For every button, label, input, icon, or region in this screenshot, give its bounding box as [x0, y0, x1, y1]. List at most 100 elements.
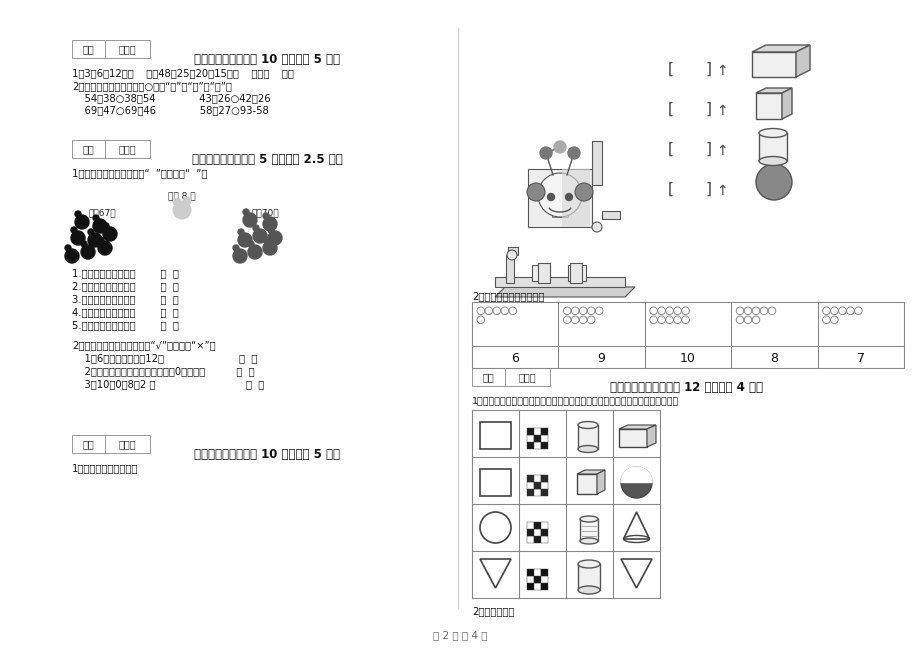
Bar	[72, 140, 150, 158]
Text: ]: ]	[705, 62, 711, 77]
Text: 54＋38○38＋54              43－26○42－26: 54＋38○38＋54 43－26○42－26	[72, 93, 270, 103]
Bar	[528, 169, 591, 227]
Bar	[540, 442, 548, 449]
Circle shape	[103, 223, 108, 229]
Text: 1、3、6、12、（    ）、48；25、20、15、（    ）、（    ）。: 1、3、6、12、（ ）、48；25、20、15、（ ）、（ ）。	[72, 68, 293, 78]
Bar	[494, 277, 624, 287]
Polygon shape	[576, 470, 605, 474]
Text: [: [	[667, 182, 674, 197]
Bar	[540, 428, 548, 435]
Bar	[576, 474, 596, 494]
Circle shape	[267, 231, 282, 245]
Bar	[570, 263, 582, 283]
Text: 2、看图写数。: 2、看图写数。	[471, 606, 514, 616]
Bar	[505, 255, 514, 283]
Polygon shape	[646, 425, 655, 447]
Circle shape	[248, 245, 262, 259]
Bar	[527, 489, 533, 496]
Circle shape	[263, 241, 277, 255]
Bar	[527, 435, 533, 442]
Circle shape	[233, 245, 239, 251]
Bar	[540, 583, 548, 590]
Bar	[533, 536, 540, 543]
Polygon shape	[755, 88, 791, 93]
Polygon shape	[494, 287, 634, 297]
Circle shape	[238, 233, 252, 247]
Text: 得分: 得分	[482, 372, 494, 382]
Text: 四、选一选（本题八 10 分，每题 5 分）: 四、选一选（本题八 10 分，每题 5 分）	[194, 53, 340, 66]
Bar	[751, 52, 795, 77]
Bar	[533, 576, 540, 583]
Circle shape	[267, 227, 274, 233]
Bar	[577, 564, 599, 590]
Text: 8: 8	[769, 352, 777, 365]
Circle shape	[81, 245, 95, 259]
Bar	[758, 133, 786, 161]
Bar	[538, 263, 550, 283]
Bar	[471, 368, 550, 386]
Bar	[540, 489, 548, 496]
Text: 白兔 8 只: 白兔 8 只	[168, 191, 196, 200]
Circle shape	[88, 233, 102, 247]
Circle shape	[620, 467, 652, 498]
Ellipse shape	[758, 129, 786, 138]
Text: 七、看图说话（本题八 12 分，每题 4 分）: 七、看图说话（本题八 12 分，每题 4 分）	[610, 381, 763, 394]
Text: 六、数一数（本题八 10 分，每题 5 分）: 六、数一数（本题八 10 分，每题 5 分）	[194, 448, 340, 461]
Bar	[540, 435, 548, 442]
Circle shape	[263, 213, 268, 219]
Circle shape	[263, 217, 277, 231]
Text: ↑: ↑	[715, 104, 727, 118]
Polygon shape	[618, 425, 655, 429]
Bar	[540, 522, 548, 529]
Circle shape	[98, 241, 112, 255]
Text: 黑兔67只: 黑兔67只	[88, 208, 116, 217]
Text: ↑: ↑	[715, 144, 727, 158]
Text: ↑: ↑	[715, 184, 727, 198]
Bar	[533, 529, 540, 536]
Ellipse shape	[577, 560, 599, 568]
Text: 6: 6	[511, 352, 518, 365]
Text: 1、判断下面各题，对的画“  ”，错的画“  ”。: 1、判断下面各题，对的画“ ”，错的画“ ”。	[72, 168, 207, 178]
Text: 69－47○69－46              58＋27○93-58: 69－47○69－46 58＋27○93-58	[72, 105, 268, 115]
Circle shape	[71, 227, 77, 233]
Bar	[540, 482, 548, 489]
Bar	[527, 482, 533, 489]
Bar	[540, 536, 548, 543]
Bar	[533, 482, 540, 489]
Circle shape	[75, 215, 89, 229]
Bar	[527, 428, 533, 435]
Circle shape	[591, 222, 601, 232]
Circle shape	[755, 164, 791, 200]
Circle shape	[574, 183, 593, 201]
Bar	[527, 522, 533, 529]
Circle shape	[71, 231, 85, 245]
Circle shape	[553, 141, 565, 153]
Polygon shape	[620, 467, 652, 482]
Text: 评卷人: 评卷人	[119, 144, 136, 154]
Text: 五、对与错（本题八 5 分，每题 2.5 分）: 五、对与错（本题八 5 分，每题 2.5 分）	[191, 153, 342, 166]
Bar	[577, 425, 597, 449]
Ellipse shape	[577, 586, 599, 594]
Circle shape	[243, 213, 256, 227]
Bar	[533, 435, 540, 442]
Text: 评卷人: 评卷人	[119, 44, 136, 54]
Circle shape	[93, 219, 107, 233]
Circle shape	[173, 198, 181, 206]
Ellipse shape	[758, 157, 786, 166]
Circle shape	[183, 197, 191, 205]
Circle shape	[527, 183, 544, 201]
Text: 4.灰兔比黑兔多一些。        （  ）: 4.灰兔比黑兔多一些。 （ ）	[72, 307, 178, 317]
Text: ]: ]	[705, 142, 711, 157]
Circle shape	[248, 241, 254, 247]
Bar	[480, 469, 510, 496]
Circle shape	[103, 227, 117, 241]
Circle shape	[75, 211, 81, 217]
Text: 2、数的认识，看数涂色。: 2、数的认识，看数涂色。	[471, 291, 544, 301]
Circle shape	[173, 201, 191, 219]
Bar	[601, 211, 619, 219]
Text: [: [	[667, 62, 674, 77]
Text: ]: ]	[705, 182, 711, 197]
Bar	[533, 522, 540, 529]
Polygon shape	[781, 88, 791, 119]
Bar	[540, 576, 548, 583]
